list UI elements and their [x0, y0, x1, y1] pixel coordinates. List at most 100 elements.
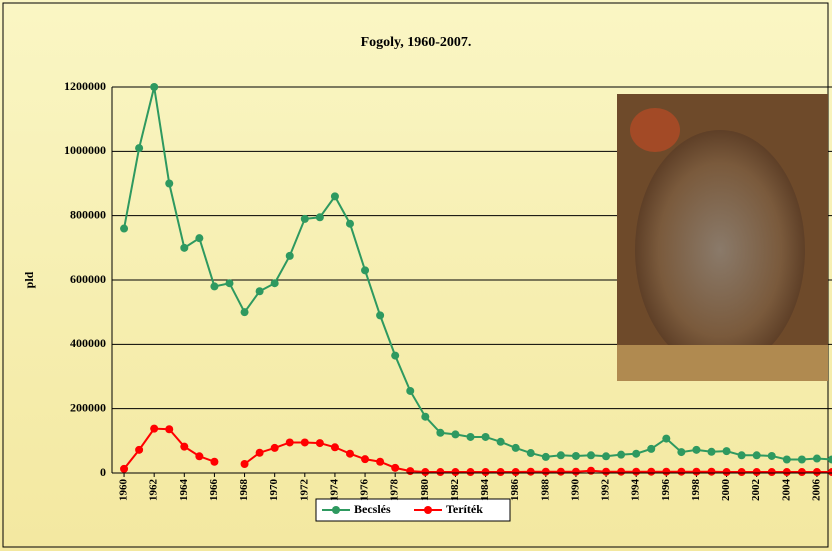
x-tick-label: 1998 — [690, 479, 702, 502]
legend-label: Teríték — [446, 502, 483, 516]
data-point — [330, 443, 339, 452]
data-point — [376, 311, 385, 320]
data-point — [602, 467, 611, 476]
data-point — [436, 428, 445, 437]
data-point — [617, 467, 626, 476]
data-point — [767, 468, 776, 477]
data-point — [240, 308, 249, 317]
data-point — [526, 467, 535, 476]
x-tick-label: 1988 — [539, 479, 551, 502]
data-point — [315, 439, 324, 448]
data-point — [496, 468, 505, 477]
x-tick-label: 1962 — [148, 479, 160, 502]
data-point — [195, 234, 204, 243]
data-point — [722, 447, 731, 456]
data-point — [647, 444, 656, 453]
data-point — [240, 459, 249, 468]
data-point — [677, 467, 686, 476]
data-point — [451, 468, 460, 477]
data-point — [617, 450, 626, 459]
data-point — [195, 452, 204, 461]
data-point — [466, 468, 475, 477]
legend-label: Becslés — [354, 502, 391, 516]
x-tick-label: 1968 — [238, 479, 250, 502]
data-point — [315, 213, 324, 222]
x-tick-label: 1960 — [118, 479, 130, 502]
chart-title: Fogoly, 1960-2007. — [361, 35, 472, 50]
data-point — [270, 443, 279, 452]
data-point — [300, 438, 309, 447]
data-point — [526, 449, 535, 458]
data-point — [285, 251, 294, 260]
data-point — [270, 279, 279, 288]
x-tick-label: 1992 — [600, 479, 612, 502]
data-point — [150, 424, 159, 433]
data-point — [707, 447, 716, 456]
x-tick-label: 2002 — [750, 479, 762, 502]
x-tick-label: 1994 — [630, 479, 642, 502]
data-point — [737, 451, 746, 460]
x-tick-label: 2006 — [810, 479, 822, 502]
data-point — [120, 224, 129, 233]
data-point — [210, 457, 219, 466]
y-axis-label: pld — [22, 271, 36, 288]
data-point — [828, 455, 832, 464]
y-tick-label: 200000 — [70, 400, 106, 414]
data-point — [421, 412, 430, 421]
data-point — [436, 468, 445, 477]
x-tick-label: 1978 — [389, 479, 401, 502]
data-point — [451, 430, 460, 439]
data-point — [752, 468, 761, 477]
x-tick-label: 1970 — [268, 479, 280, 502]
data-point — [571, 451, 580, 460]
data-point — [135, 445, 144, 454]
data-point — [345, 449, 354, 458]
data-point — [752, 451, 761, 460]
data-point — [330, 192, 339, 201]
data-point — [255, 448, 264, 457]
y-tick-label: 0 — [100, 465, 106, 479]
x-tick-label: 1966 — [208, 479, 220, 502]
x-tick-label: 1996 — [660, 479, 672, 502]
legend-marker — [332, 506, 340, 514]
data-point — [586, 451, 595, 460]
data-point — [692, 445, 701, 454]
data-point — [722, 468, 731, 477]
data-point — [150, 83, 159, 91]
data-point — [361, 266, 370, 275]
data-point — [120, 464, 129, 473]
data-point — [556, 451, 565, 460]
data-point — [135, 144, 144, 153]
x-tick-label: 1964 — [178, 479, 190, 502]
x-tick-label: 1976 — [359, 479, 371, 502]
data-point — [180, 442, 189, 451]
data-point — [511, 468, 520, 477]
data-point — [782, 455, 791, 464]
data-point — [571, 467, 580, 476]
data-point — [361, 455, 370, 464]
data-point — [797, 455, 806, 464]
data-point — [647, 467, 656, 476]
data-point — [782, 468, 791, 477]
data-point — [406, 467, 415, 476]
data-point — [300, 214, 309, 223]
data-point — [737, 468, 746, 477]
x-tick-label: 1984 — [479, 479, 491, 502]
data-point — [767, 451, 776, 460]
data-point — [466, 432, 475, 441]
x-tick-label: 1974 — [328, 479, 340, 502]
data-point — [828, 468, 832, 477]
data-point — [165, 179, 174, 188]
data-point — [556, 467, 565, 476]
data-point — [707, 467, 716, 476]
data-point — [225, 279, 234, 288]
data-point — [812, 468, 821, 477]
data-point — [481, 468, 490, 477]
data-point — [481, 432, 490, 441]
data-point — [797, 468, 806, 477]
y-tick-label: 1200000 — [64, 79, 106, 93]
data-point — [662, 467, 671, 476]
data-point — [677, 448, 686, 457]
data-point — [180, 243, 189, 252]
data-point — [511, 443, 520, 452]
